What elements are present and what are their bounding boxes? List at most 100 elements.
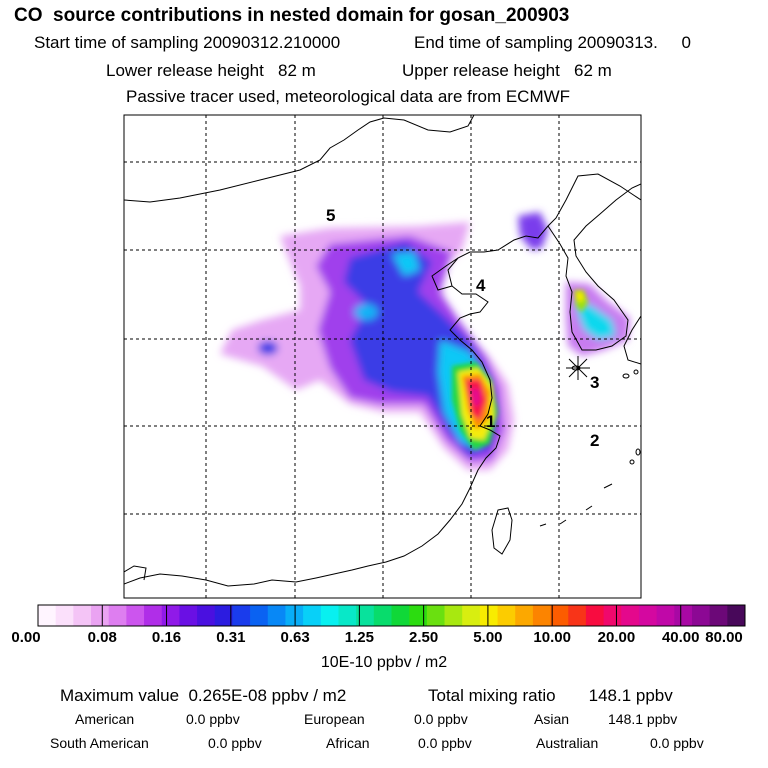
region-value-australian: 0.0 ppbv <box>650 735 704 751</box>
bohai-gulf <box>431 257 459 291</box>
colorbar-swatch <box>391 605 410 626</box>
colorbar-tick-label: 80.00 <box>705 629 743 646</box>
region-value-asian: 148.1 ppbv <box>608 711 678 727</box>
colorbar-frame <box>37 604 746 627</box>
plume-korea-cyan <box>576 300 616 340</box>
colorbar-swatch <box>197 605 216 626</box>
map-label-3: 3 <box>590 373 599 392</box>
colorbar-tick-label: 0.31 <box>216 629 246 646</box>
japan-coast <box>623 315 641 365</box>
colorbar-swatch <box>709 605 728 626</box>
total-mixing-ratio-label: Total mixing ratio 148.1 ppbv <box>428 686 673 705</box>
region-name-american: American <box>75 711 135 727</box>
colorbar-swatch <box>479 605 499 626</box>
colorbar-swatch <box>426 605 446 626</box>
region-value-south-american: 0.0 ppbv <box>208 735 262 751</box>
colorbar-swatch <box>179 605 198 626</box>
colorbar-swatch <box>356 605 375 626</box>
colorbar-swatch <box>373 605 392 626</box>
colorbar-swatch <box>603 605 622 626</box>
colorbar-swatch <box>267 605 286 626</box>
concentration-field <box>220 212 630 470</box>
tracer-info: Passive tracer used, meteorological data… <box>126 87 571 106</box>
colorbar-swatch <box>550 605 569 626</box>
plume-magenta <box>470 388 480 406</box>
colorbar-swatch <box>497 605 516 626</box>
map-label-2: 2 <box>590 431 599 450</box>
colorbar-swatch <box>409 605 428 626</box>
colorbar-swatch <box>638 605 658 626</box>
region-name-european: European <box>304 711 365 727</box>
island-4 <box>635 448 641 456</box>
region-value-european: 0.0 ppbv <box>414 711 468 727</box>
max-value-label: Maximum value 0.265E-08 ppbv / m2 <box>60 686 347 705</box>
colorbar-swatch <box>532 605 552 626</box>
grid-lines <box>124 115 641 598</box>
region-name-african: African <box>326 735 370 751</box>
island-3 <box>629 459 635 465</box>
colorbar-tick-label: 20.00 <box>597 629 636 646</box>
colorbar-swatch <box>727 605 746 626</box>
colorbar-swatch <box>444 605 463 626</box>
map-frame <box>123 114 642 599</box>
colorbar-swatch <box>250 605 269 626</box>
colorbar-swatch <box>338 605 357 626</box>
colorbar-swatch <box>320 605 339 626</box>
figure-title: CO source contributions in nested domain… <box>14 5 570 26</box>
ryukyu-islands <box>539 483 613 527</box>
colorbar-swatch <box>38 605 57 626</box>
colorbar-tick-label: 40.00 <box>661 629 700 646</box>
upper-release-height: Upper release height 62 m <box>402 61 612 80</box>
unit-label: 10E-10 ppbv / m2 <box>320 654 448 671</box>
colorbar-tick-label: 1.25 <box>344 629 374 646</box>
map-label-5: 5 <box>326 206 335 225</box>
colorbar-swatch <box>568 605 587 626</box>
colorbar-tick-label: 0.00 <box>11 629 41 646</box>
start-time-label: Start time of sampling 20090312.210000 <box>34 33 341 52</box>
colorbar-swatch <box>691 605 711 626</box>
region-name-australian: Australian <box>536 735 599 751</box>
colorbar-tick-label: 0.63 <box>280 629 310 646</box>
end-time-label: End time of sampling 20090313. 0 <box>414 33 691 52</box>
colorbar-swatch <box>108 605 127 626</box>
colorbar-swatch <box>462 605 481 626</box>
hainan-coast <box>124 565 147 581</box>
plume-korea-yellow <box>576 292 584 302</box>
receptor-star-icon <box>566 356 590 380</box>
colorbar-swatch <box>91 605 110 626</box>
island-1 <box>622 373 630 379</box>
region-value-american: 0.0 ppbv <box>186 711 240 727</box>
colorbar-swatch <box>303 605 322 626</box>
colorbar-swatch <box>515 605 534 626</box>
china-coast <box>124 173 641 587</box>
colorbar-tick-label: 5.00 <box>473 629 503 646</box>
region-name-asian: Asian <box>534 711 570 727</box>
taiwan <box>491 507 513 555</box>
map-label-4: 4 <box>476 276 486 295</box>
lower-release-height: Lower release height 82 m <box>106 61 316 80</box>
colorbar-swatch <box>656 605 675 626</box>
colorbar-swatch <box>621 605 640 626</box>
colorbar-swatch <box>214 605 233 626</box>
colorbar-tick-label: 0.16 <box>151 629 182 646</box>
colorbar-swatch <box>232 605 251 626</box>
colorbar <box>37 604 746 627</box>
colorbar-swatch <box>144 605 163 626</box>
island-2 <box>633 369 639 375</box>
colorbar-swatch <box>73 605 92 626</box>
map-label-1: 1 <box>486 412 495 431</box>
region-name-south-american: South American <box>50 735 149 751</box>
colorbar-swatch <box>55 605 74 626</box>
northern-border <box>124 115 475 203</box>
colorbar-swatch <box>285 605 304 626</box>
coastlines <box>124 115 641 587</box>
plume-north-blob <box>518 212 548 250</box>
colorbar-swatch <box>126 605 145 626</box>
colorbar-tick-label: 2.50 <box>409 629 439 646</box>
colorbar-swatch <box>674 605 693 626</box>
plume-west-dot <box>258 341 278 355</box>
colorbar-tick-label: 10.00 <box>533 629 571 646</box>
korea-peninsula <box>547 183 641 351</box>
region-value-african: 0.0 ppbv <box>418 735 472 751</box>
